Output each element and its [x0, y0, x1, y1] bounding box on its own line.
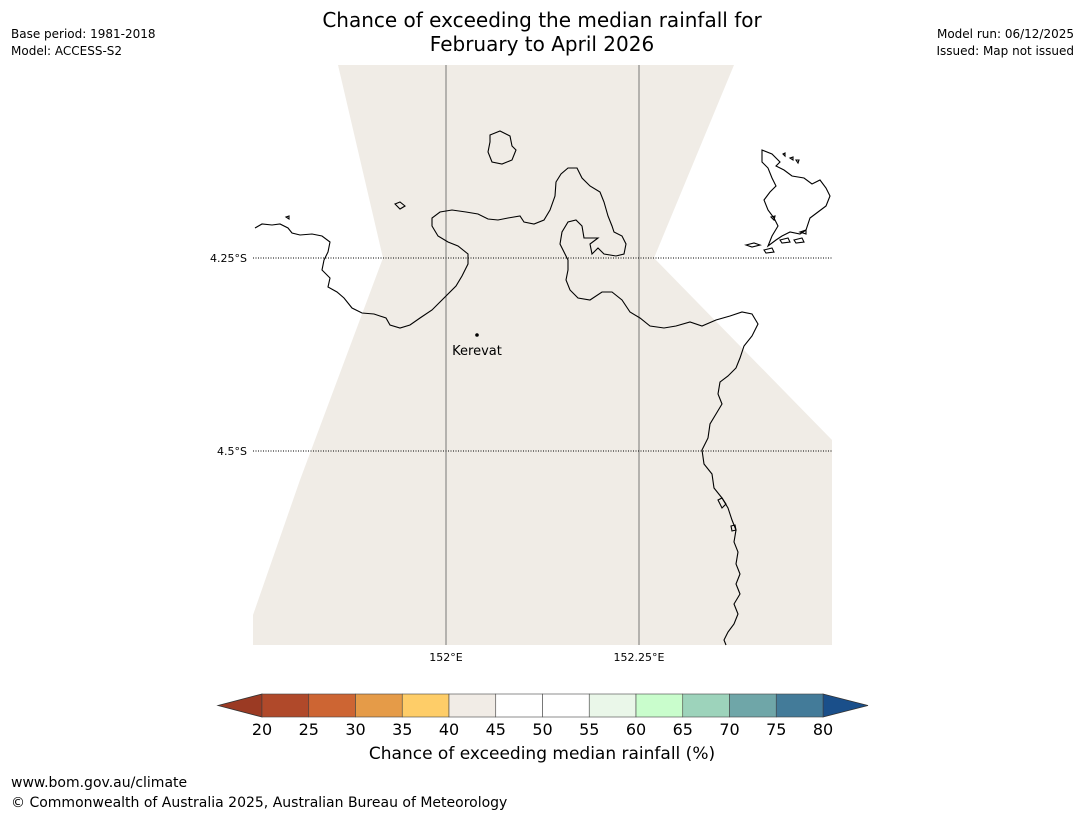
issued-text: Issued: Map not issued — [936, 44, 1074, 58]
colorbar-tick-label: 20 — [252, 720, 272, 739]
kerevat-label: Kerevat — [452, 344, 502, 359]
islet-east-8 — [788, 156, 794, 162]
map-title-line2: February to April 2026 — [429, 32, 655, 56]
colorbar-tick-label: 70 — [719, 720, 739, 739]
islet-south-1 — [717, 497, 727, 509]
island-duke-of-york — [761, 149, 831, 248]
islet-east-3 — [779, 237, 791, 244]
islet-east-5 — [798, 229, 807, 235]
colorbar-segment — [495, 693, 543, 718]
colorbar-tick-label: 25 — [299, 720, 319, 739]
lon-label-152e: 152°E — [429, 651, 462, 664]
lat-label-4-25s: 4.25°S — [210, 252, 247, 265]
forecast-region — [253, 65, 832, 645]
islet-west-1 — [394, 201, 406, 210]
colorbar-tick-label: 60 — [626, 720, 646, 739]
islet-east-2 — [763, 247, 775, 254]
islet-east-7 — [782, 152, 786, 158]
islet-west-2 — [284, 215, 290, 221]
base-period-text: Base period: 1981-2018 — [11, 27, 156, 41]
map-title: Chance of exceeding the median rainfall … — [242, 8, 842, 56]
colorbar-segment — [542, 693, 590, 718]
colorbar-segment — [401, 693, 450, 718]
colorbar-segment — [448, 693, 497, 718]
islet-east-6 — [769, 215, 776, 222]
island-north — [487, 130, 517, 165]
colorbar-tick-label: 30 — [345, 720, 365, 739]
colorbar-tick-label: 80 — [813, 720, 833, 739]
colorbar-segment — [261, 693, 310, 718]
colorbar-segment — [355, 693, 403, 718]
colorbar-over-arrow — [822, 693, 869, 718]
colorbar-segment — [775, 693, 824, 718]
islet-south-2 — [730, 524, 737, 532]
colorbar-tick-label: 45 — [486, 720, 506, 739]
colorbar-tick-label: 55 — [579, 720, 599, 739]
model-run-text: Model run: 06/12/2025 — [936, 27, 1074, 41]
colorbar-tick-label: 75 — [766, 720, 786, 739]
colorbar-tick-label: 65 — [673, 720, 693, 739]
colorbar-tick-label: 40 — [439, 720, 459, 739]
islet-east-1 — [744, 242, 762, 248]
colorbar: 20 25 30 35 40 45 50 55 60 65 70 75 80 — [216, 693, 869, 739]
islet-east-4 — [793, 237, 805, 244]
lat-label-4-5s: 4.5°S — [217, 445, 247, 458]
map-title-line1: Chance of exceeding the median rainfall … — [322, 8, 762, 32]
colorbar-segment — [635, 693, 684, 718]
colorbar-tick-label: 35 — [392, 720, 412, 739]
map-metadata-left: Base period: 1981-2018 Model: ACCESS-S2 — [11, 26, 156, 60]
islet-east-9 — [794, 159, 800, 165]
colorbar-segment — [682, 693, 730, 718]
lon-label-152-25e: 152.25°E — [614, 651, 665, 664]
colorbar-segment — [729, 693, 777, 718]
colorbar-segment — [588, 693, 637, 718]
map-metadata-right: Model run: 06/12/2025 Issued: Map not is… — [936, 26, 1074, 60]
footer-url[interactable]: www.bom.gov.au/climate — [11, 775, 188, 791]
colorbar-tick-label: 50 — [532, 720, 552, 739]
colorbar-under-arrow — [216, 693, 263, 718]
kerevat-marker — [475, 333, 479, 337]
footer-copyright: © Commonwealth of Australia 2025, Austra… — [11, 795, 508, 811]
coastline-main — [254, 167, 759, 646]
colorbar-title: Chance of exceeding median rainfall (%) — [368, 744, 716, 764]
colorbar-segment — [308, 693, 356, 718]
model-text: Model: ACCESS-S2 — [11, 44, 123, 58]
